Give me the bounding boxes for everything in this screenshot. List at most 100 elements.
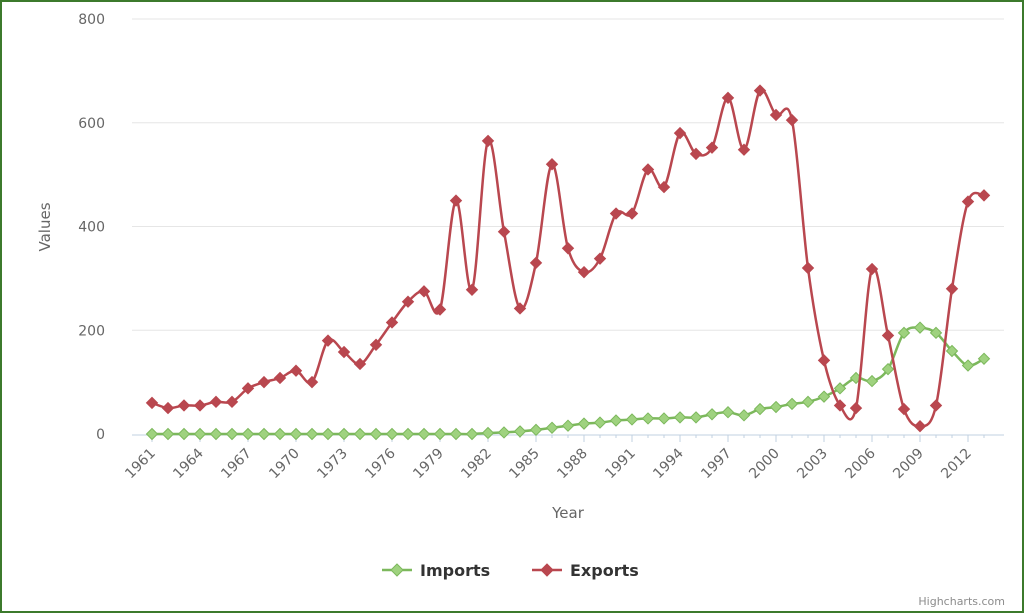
data-point-imports[interactable] (609, 414, 623, 427)
data-point-exports[interactable] (161, 401, 175, 415)
data-point-imports[interactable] (385, 427, 399, 441)
data-point-exports[interactable] (721, 91, 735, 105)
data-point-imports[interactable] (593, 416, 607, 429)
data-point-exports[interactable] (849, 401, 863, 415)
data-point-imports[interactable] (465, 427, 479, 441)
data-point-exports[interactable] (737, 143, 751, 156)
data-point-imports[interactable] (625, 413, 639, 426)
data-point-exports[interactable] (753, 84, 767, 97)
data-point-exports[interactable] (257, 375, 271, 389)
data-point-imports[interactable] (577, 417, 591, 430)
data-point-exports[interactable] (433, 303, 447, 316)
data-point-exports[interactable] (865, 262, 879, 276)
data-point-imports[interactable] (689, 411, 703, 424)
data-point-imports[interactable] (497, 426, 511, 439)
data-point-imports[interactable] (865, 374, 879, 388)
data-point-exports[interactable] (833, 399, 847, 412)
data-point-imports[interactable] (833, 382, 847, 395)
data-point-imports[interactable] (897, 326, 911, 340)
data-point-imports[interactable] (881, 362, 895, 376)
data-point-exports[interactable] (465, 283, 479, 296)
data-point-exports[interactable] (705, 141, 719, 154)
data-point-imports[interactable] (801, 395, 815, 409)
data-point-exports[interactable] (209, 395, 223, 409)
data-point-exports[interactable] (225, 395, 239, 409)
data-point-imports[interactable] (353, 427, 367, 441)
data-point-imports[interactable] (401, 427, 415, 441)
data-point-exports[interactable] (881, 329, 895, 342)
data-point-exports[interactable] (321, 334, 335, 347)
data-point-exports[interactable] (305, 375, 319, 389)
data-point-exports[interactable] (481, 134, 495, 148)
data-point-exports[interactable] (449, 194, 463, 207)
data-point-exports[interactable] (337, 345, 351, 359)
data-point-imports[interactable] (257, 427, 271, 441)
data-point-exports[interactable] (961, 195, 975, 208)
data-point-imports[interactable] (273, 427, 287, 441)
data-point-imports[interactable] (321, 427, 335, 441)
data-point-exports[interactable] (385, 316, 399, 329)
data-point-exports[interactable] (913, 420, 927, 433)
data-point-imports[interactable] (529, 423, 543, 437)
data-point-imports[interactable] (945, 344, 959, 358)
data-point-imports[interactable] (177, 427, 191, 441)
data-point-imports[interactable] (961, 359, 975, 372)
data-point-exports[interactable] (657, 180, 671, 194)
data-point-exports[interactable] (769, 108, 783, 122)
data-point-imports[interactable] (769, 400, 783, 414)
data-point-exports[interactable] (625, 207, 639, 220)
data-point-imports[interactable] (481, 426, 495, 440)
data-point-imports[interactable] (705, 408, 719, 421)
data-point-exports[interactable] (593, 252, 607, 265)
data-point-imports[interactable] (545, 421, 559, 434)
data-point-exports[interactable] (193, 399, 207, 412)
data-point-exports[interactable] (561, 242, 575, 255)
data-point-imports[interactable] (657, 412, 671, 425)
data-point-imports[interactable] (161, 427, 175, 441)
data-point-imports[interactable] (721, 406, 735, 419)
data-point-exports[interactable] (673, 126, 687, 140)
data-point-imports[interactable] (785, 397, 799, 411)
data-point-exports[interactable] (817, 354, 831, 367)
data-point-imports[interactable] (433, 427, 447, 441)
data-point-exports[interactable] (513, 302, 527, 315)
data-point-exports[interactable] (977, 189, 991, 202)
data-point-imports[interactable] (193, 427, 207, 441)
data-point-exports[interactable] (945, 282, 959, 295)
data-point-imports[interactable] (673, 411, 687, 424)
data-point-imports[interactable] (641, 412, 655, 425)
data-point-exports[interactable] (785, 113, 799, 127)
data-point-imports[interactable] (817, 390, 831, 403)
data-point-exports[interactable] (929, 399, 943, 412)
data-point-exports[interactable] (417, 285, 431, 298)
data-point-exports[interactable] (241, 382, 255, 395)
legend-item-exports[interactable]: Exports (532, 561, 639, 580)
data-point-exports[interactable] (897, 402, 911, 416)
credits-text[interactable]: Highcharts.com (918, 595, 1005, 608)
data-point-exports[interactable] (177, 399, 191, 412)
data-point-exports[interactable] (689, 147, 703, 161)
data-point-imports[interactable] (289, 427, 303, 441)
data-point-imports[interactable] (305, 427, 319, 441)
data-point-imports[interactable] (561, 419, 575, 432)
legend-item-imports[interactable]: Imports (382, 561, 490, 580)
data-point-exports[interactable] (369, 338, 383, 351)
data-point-imports[interactable] (977, 352, 991, 365)
data-point-imports[interactable] (337, 427, 351, 441)
data-point-imports[interactable] (417, 427, 431, 441)
data-point-imports[interactable] (929, 326, 943, 340)
data-point-imports[interactable] (737, 409, 751, 422)
data-point-exports[interactable] (401, 295, 415, 308)
data-point-imports[interactable] (913, 321, 927, 334)
data-point-exports[interactable] (577, 265, 591, 279)
data-point-imports[interactable] (241, 427, 255, 441)
data-point-imports[interactable] (753, 402, 767, 416)
data-point-imports[interactable] (145, 427, 159, 441)
data-point-exports[interactable] (145, 396, 159, 410)
data-point-imports[interactable] (513, 425, 527, 438)
data-point-exports[interactable] (497, 225, 511, 238)
data-point-exports[interactable] (609, 207, 623, 220)
data-point-exports[interactable] (529, 256, 543, 270)
data-point-imports[interactable] (209, 427, 223, 441)
data-point-exports[interactable] (273, 371, 287, 385)
